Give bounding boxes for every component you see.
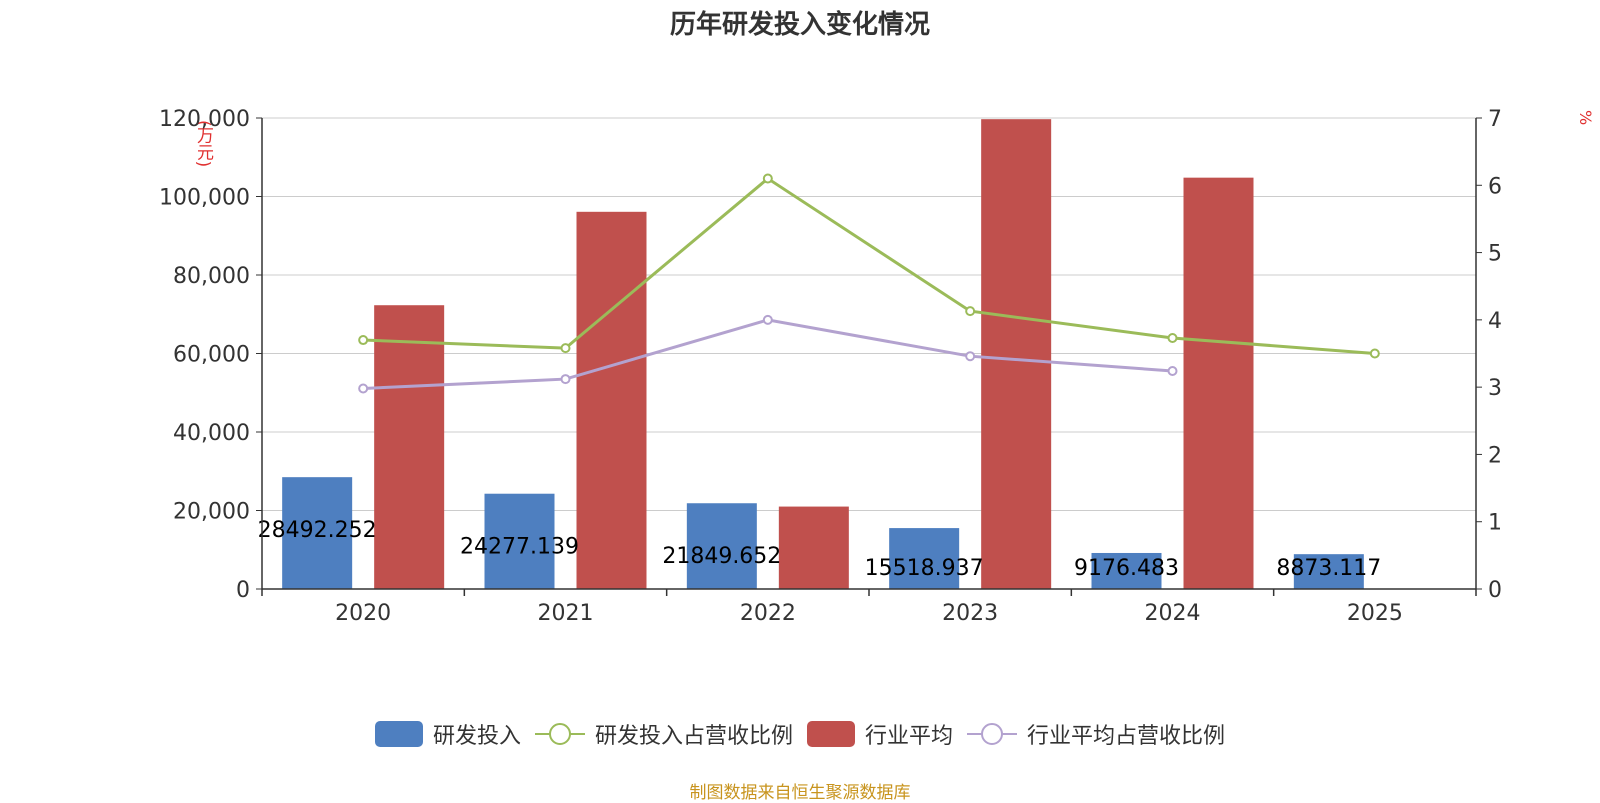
right-axis-tick-label: 4	[1488, 309, 1502, 334]
grid-layer	[262, 117, 1476, 511]
point-industry-ratio	[1167, 365, 1178, 376]
bar-industry	[374, 305, 445, 589]
point-rd-ratio	[1369, 348, 1380, 359]
bar-industry	[1183, 177, 1254, 589]
line-layer	[358, 173, 1380, 394]
legend-swatch-industry	[807, 721, 855, 747]
right-axis-tick-label: 7	[1488, 107, 1502, 132]
x-axis-tick-label: 2024	[1145, 601, 1201, 626]
right-axis-unit: %	[1576, 110, 1595, 126]
left-axis-tick-label: 40,000	[173, 421, 250, 446]
bar-rd	[282, 477, 353, 589]
right-axis-tick-label: 2	[1488, 443, 1502, 468]
data-label-rd: 8873.117	[1276, 556, 1381, 581]
legend-item-industry[interactable]: 行业平均	[807, 718, 953, 750]
data-label-rd: 9176.483	[1074, 556, 1179, 581]
legend: 研发投入 研发投入占营收比例 行业平均 行业平均占营收比例	[0, 718, 1600, 750]
point-industry-ratio	[965, 351, 976, 362]
data-label-rd: 24277.139	[460, 535, 579, 560]
line-rd-ratio	[363, 176, 1375, 355]
point-rd-ratio	[1167, 333, 1178, 344]
legend-label-industry-ratio: 行业平均占营收比例	[1027, 724, 1226, 749]
chart-title: 历年研发投入变化情况	[669, 10, 930, 40]
point-rd-ratio	[762, 173, 773, 184]
bar-industry	[778, 506, 849, 589]
left-axis-tick-label: 0	[236, 578, 250, 603]
legend-swatch-rd-ratio	[534, 723, 585, 745]
legend-item-rd[interactable]: 研发投入	[374, 718, 521, 750]
x-axis-tick-label: 2025	[1347, 601, 1403, 626]
bar-industry	[576, 211, 647, 589]
axis-layer: 0 20,000 40,000 60,000 80,000 100,000 120,000 0…	[159, 107, 1502, 626]
point-industry-ratio	[358, 383, 369, 394]
data-label-rd: 15518.937	[865, 556, 984, 581]
x-axis-tick-label: 2023	[942, 601, 998, 626]
legend-swatch-industry-ratio	[967, 723, 1018, 745]
right-axis-tick-label: 3	[1488, 376, 1502, 401]
right-axis-tick-label: 6	[1488, 174, 1502, 199]
bar-rd	[889, 528, 960, 589]
right-axis-tick-label: 5	[1488, 242, 1502, 267]
legend-item-rd-ratio[interactable]: 研发投入占营收比例	[534, 718, 793, 750]
legend-label-industry: 行业平均	[865, 724, 954, 749]
left-axis-tick-label: 20,000	[173, 500, 250, 525]
legend-label-rd-ratio: 研发投入占营收比例	[594, 724, 793, 749]
source-note: 制图数据来自恒生聚源数据库	[689, 783, 911, 803]
label-layer: 28492.252 24277.139 21849.652 15518.937 9176…	[258, 518, 1382, 581]
left-axis-tick-label: 100,000	[159, 186, 250, 211]
bar-rd	[484, 493, 555, 589]
x-axis-tick-label: 2020	[335, 601, 391, 626]
chart-svg: 28492.252 24277.139 21849.652 15518.937 9176…	[159, 107, 1502, 626]
bar-rd	[1293, 554, 1364, 589]
legend-label-rd: 研发投入	[432, 724, 521, 749]
bar-rd	[686, 503, 757, 589]
left-axis-tick-label: 120,000	[159, 107, 250, 132]
bar-industry	[981, 119, 1052, 590]
legend-item-industry-ratio[interactable]: 行业平均占营收比例	[967, 718, 1225, 750]
left-axis-unit: (万元)	[193, 120, 213, 168]
left-axis-tick-label: 60,000	[173, 343, 250, 368]
point-rd-ratio	[358, 335, 369, 346]
bar-layer	[282, 119, 1364, 590]
data-label-rd: 28492.252	[258, 518, 377, 543]
point-industry-ratio	[762, 314, 773, 325]
bar-rd	[1091, 552, 1162, 589]
data-label-rd: 21849.652	[662, 544, 781, 569]
left-axis-tick-label: 80,000	[173, 264, 250, 289]
point-industry-ratio	[560, 374, 571, 385]
x-axis-tick-label: 2022	[740, 601, 796, 626]
point-rd-ratio	[965, 306, 976, 317]
right-axis-tick-label: 0	[1488, 578, 1502, 603]
point-rd-ratio	[560, 343, 571, 354]
legend-swatch-rd	[374, 721, 423, 747]
x-axis-tick-label: 2021	[538, 601, 594, 626]
right-axis-tick-label: 1	[1488, 511, 1502, 536]
